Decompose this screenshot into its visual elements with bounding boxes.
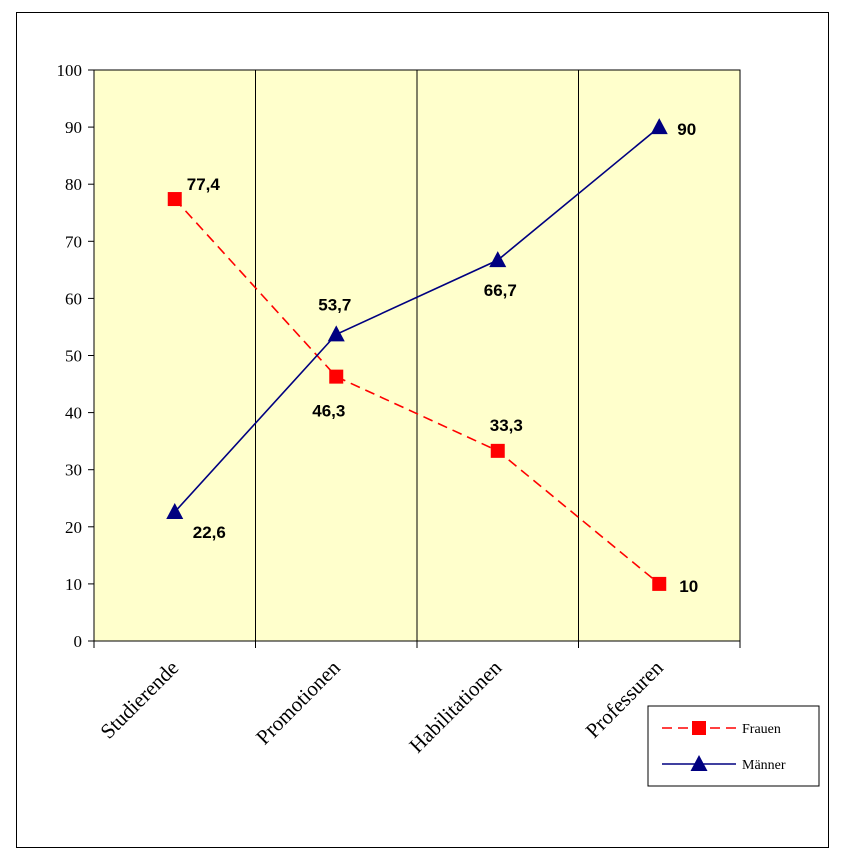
y-tick-label: 50 [65,347,82,366]
data-label: 77,4 [187,175,221,194]
data-point-0 [329,369,344,384]
legend-marker-0 [692,721,706,735]
data-point-1 [166,502,184,519]
y-tick-label: 90 [65,118,82,137]
y-tick-label: 10 [65,575,82,594]
y-tick-label: 40 [65,404,82,423]
legend-box [647,705,820,787]
data-point-0 [652,576,667,591]
data-point-1 [327,325,345,342]
data-label: 90 [677,120,696,139]
data-label: 33,3 [490,416,523,435]
legend-marker-1 [690,755,708,771]
data-label: 46,3 [312,402,345,421]
data-point-1 [650,118,668,135]
data-point-0 [490,443,505,458]
y-tick-label: 0 [74,632,83,651]
legend-label: Männer [742,758,786,773]
series-line-0 [174,198,660,585]
category-label: Promotionen [251,655,345,749]
data-label: 53,7 [318,295,351,314]
y-tick-label: 30 [65,461,82,480]
data-point-0 [167,192,182,207]
legend-label: Frauen [742,722,781,737]
series-line-1 [174,126,660,513]
y-tick-label: 60 [65,289,82,308]
data-label: 10 [679,577,698,596]
y-tick-label: 70 [65,232,82,251]
y-tick-label: 100 [57,61,83,80]
category-label: Habilitationen [404,655,506,757]
data-label: 22,6 [193,523,226,542]
category-label: Studierende [95,656,183,744]
data-label: 66,7 [484,281,517,300]
data-point-1 [489,251,507,268]
y-tick-label: 20 [65,518,82,537]
y-tick-label: 80 [65,175,82,194]
